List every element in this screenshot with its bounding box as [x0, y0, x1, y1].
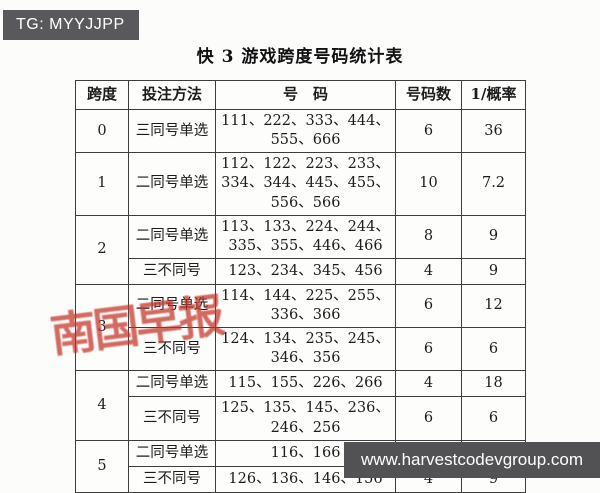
- website-banner: www.harvestcodevgroup.com: [344, 442, 600, 478]
- table-row: 4 二同号单选 115、155、226、266 4 18: [75, 370, 526, 441]
- span-cell: 5: [75, 439, 129, 493]
- span-cell: 0: [75, 108, 129, 154]
- col-header-rate: 1/概率: [461, 80, 526, 110]
- method-cell: 二同号单选: [128, 439, 216, 467]
- table-row: 三不同号 125、135、145、236、246、256 6 6: [76, 396, 526, 441]
- method-cell: 二同号单选: [128, 214, 216, 259]
- table-row: 3 二同号单选 114、144、225、255、336、366 6 12: [75, 283, 526, 372]
- span-statistics-table: 跨度 投注方法 号 码 号码数 1/概率 0 三同号单选 111、222、333…: [75, 80, 526, 493]
- method-cell: 三不同号: [128, 396, 216, 441]
- count-cell: 6: [395, 396, 462, 441]
- telegram-banner-text: TG: MYYJJPP: [16, 16, 125, 33]
- count-cell: 4: [395, 257, 462, 285]
- count-cell: 8: [395, 214, 462, 259]
- rate-cell: 9: [461, 214, 526, 259]
- rate-cell: 7.2: [461, 152, 526, 216]
- method-cell: 三同号单选: [128, 108, 216, 154]
- count-cell: 6: [395, 108, 462, 154]
- rate-cell: 18: [461, 370, 526, 398]
- website-banner-text: www.harvestcodevgroup.com: [360, 450, 584, 469]
- numbers-cell: 111、222、333、444、555、666: [215, 108, 396, 154]
- col-header-numbers: 号 码: [215, 80, 396, 110]
- table-row: 2 二同号单选 113、133、224、244、335、355、446、466 …: [75, 214, 526, 285]
- col-header-method: 投注方法: [128, 80, 216, 110]
- telegram-banner: TG: MYYJJPP: [3, 10, 139, 40]
- count-cell: 6: [395, 283, 462, 329]
- count-cell: 6: [395, 327, 462, 372]
- method-cell: 二同号单选: [128, 370, 216, 398]
- rate-cell: 6: [461, 396, 526, 441]
- method-cell: 三不同号: [128, 327, 216, 372]
- rate-cell: 12: [461, 283, 526, 329]
- rate-cell: 6: [461, 327, 526, 372]
- document-page: 快 3 游戏跨度号码统计表 跨度 投注方法 号 码 号码数 1/概率 0 三同号…: [75, 42, 526, 493]
- col-header-count: 号码数: [395, 80, 462, 110]
- rate-cell: 9: [461, 257, 526, 285]
- method-cell: 三不同号: [128, 465, 216, 493]
- numbers-cell: 125、135、145、236、246、256: [215, 396, 396, 441]
- page-title: 快 3 游戏跨度号码统计表: [196, 47, 404, 67]
- numbers-cell: 124、134、235、245、346、356: [215, 327, 396, 372]
- table-row: 0 三同号单选 111、222、333、444、555、666 6 36: [75, 108, 526, 154]
- count-cell: 4: [395, 370, 462, 398]
- numbers-cell: 114、144、225、255、336、366: [215, 283, 396, 329]
- method-cell: 二同号单选: [128, 283, 216, 329]
- numbers-cell: 123、234、345、456: [215, 257, 396, 285]
- span-cell: 3: [75, 283, 129, 372]
- numbers-cell: 112、122、223、233、334、344、445、455、556、566: [215, 152, 396, 216]
- header-row: 跨度 投注方法 号 码 号码数 1/概率: [75, 80, 526, 110]
- numbers-cell: 115、155、226、266: [215, 370, 396, 398]
- span-cell: 4: [75, 370, 129, 441]
- span-cell: 1: [75, 152, 129, 216]
- table-row: 三不同号 124、134、235、245、346、356 6 6: [76, 327, 526, 372]
- table-row: 三不同号 123、234、345、456 4 9: [76, 257, 526, 285]
- rate-cell: 36: [461, 108, 526, 154]
- numbers-cell: 113、133、224、244、335、355、446、466: [215, 214, 396, 259]
- span-cell: 2: [75, 214, 129, 285]
- method-cell: 二同号单选: [128, 152, 216, 216]
- method-cell: 三不同号: [128, 257, 216, 285]
- col-header-span: 跨度: [75, 80, 129, 110]
- table-row: 1 二同号单选 112、122、223、233、334、344、445、455、…: [75, 152, 526, 216]
- count-cell: 10: [395, 152, 462, 216]
